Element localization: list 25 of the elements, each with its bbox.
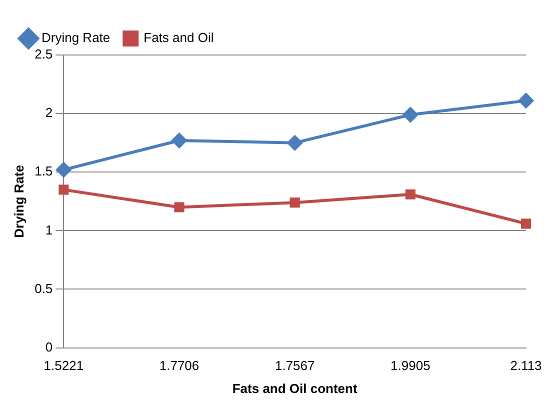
point bbox=[172, 133, 187, 148]
x-axis-title: Fats and Oil content bbox=[232, 380, 358, 396]
point bbox=[58, 184, 69, 195]
point bbox=[290, 198, 300, 208]
y-axis-title: Drying Rate bbox=[11, 164, 26, 238]
point bbox=[402, 107, 418, 122]
point bbox=[56, 162, 72, 178]
point bbox=[287, 135, 302, 150]
x-tick-label: 1.7706 bbox=[159, 358, 200, 374]
y-tick-label: 2 bbox=[45, 105, 53, 120]
x-tick-label: 1.7567 bbox=[274, 358, 315, 374]
point bbox=[405, 189, 416, 200]
legend-label: Fats and Oil bbox=[144, 30, 214, 46]
point bbox=[174, 202, 184, 212]
x-tick-label: 1.5221 bbox=[44, 358, 84, 374]
y-tick-label: 0 bbox=[45, 339, 53, 354]
y-tick-label: 1 bbox=[45, 222, 53, 238]
legend-label: Drying Rate bbox=[42, 30, 110, 46]
y-tick-label: 2.5 bbox=[34, 46, 53, 62]
y-tick-label: 1.5 bbox=[34, 164, 53, 179]
x-tick-label: 2.113 bbox=[510, 358, 542, 374]
point bbox=[518, 93, 534, 108]
point bbox=[520, 218, 532, 229]
x-tick-label: 1.9905 bbox=[390, 358, 430, 374]
y-tick-label: 0.5 bbox=[34, 280, 53, 296]
